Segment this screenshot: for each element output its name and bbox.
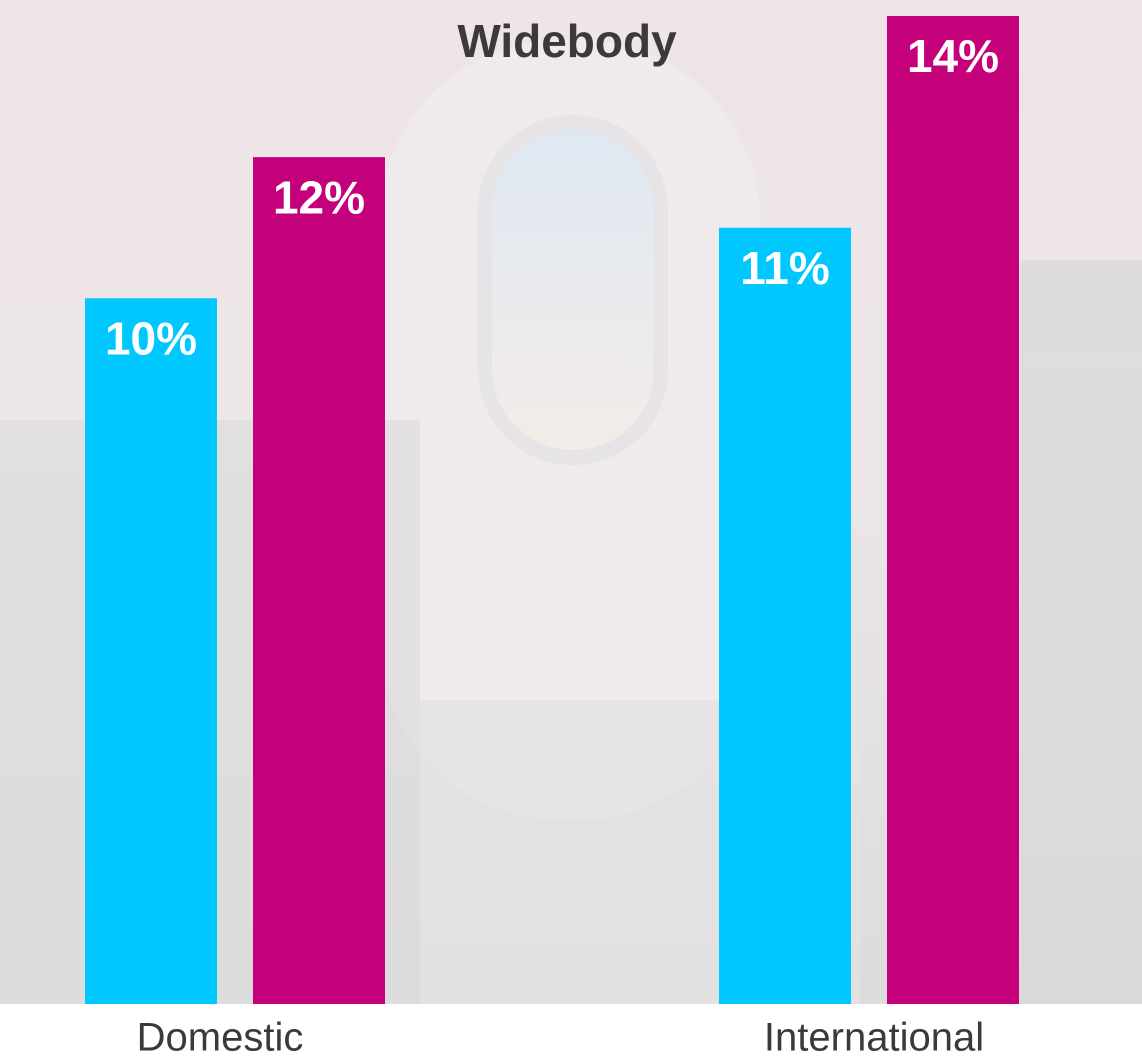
bar (887, 16, 1019, 1004)
bar (85, 298, 217, 1004)
chart: Widebody Domestic 10% 12% International 11% 1… (0, 0, 1142, 1062)
value-label: 11% (740, 242, 830, 294)
value-label: 12% (273, 171, 365, 223)
chart-title: Widebody (457, 15, 677, 67)
bar (719, 228, 851, 1004)
bar (253, 157, 385, 1004)
value-label: 14% (907, 30, 999, 82)
x-tick-label: International (764, 1016, 984, 1060)
x-tick-label: Domestic (137, 1016, 304, 1060)
value-label: 10% (105, 312, 197, 364)
